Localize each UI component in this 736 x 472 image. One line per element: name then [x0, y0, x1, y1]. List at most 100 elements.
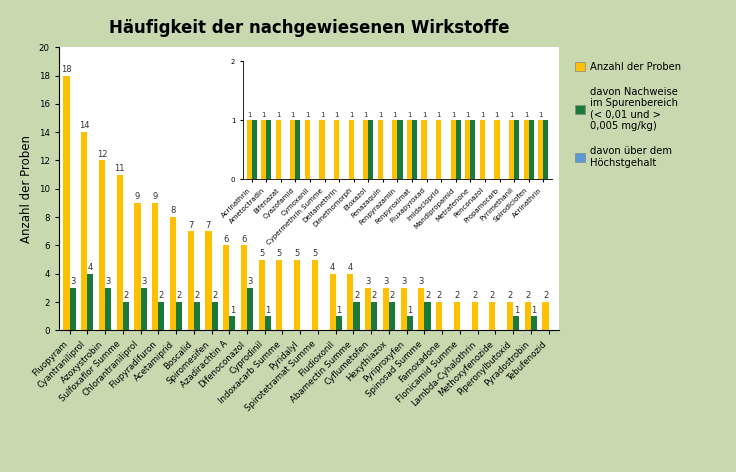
Text: 14: 14	[79, 121, 89, 130]
Text: 1: 1	[422, 112, 426, 118]
Bar	[229, 316, 236, 330]
Text: 1: 1	[407, 112, 411, 118]
Bar	[241, 245, 247, 330]
Bar	[436, 120, 441, 179]
Text: 2: 2	[372, 291, 377, 300]
Text: 2: 2	[425, 291, 431, 300]
Text: 2: 2	[526, 291, 531, 300]
Bar	[507, 302, 513, 330]
Bar	[211, 302, 218, 330]
Bar	[531, 316, 537, 330]
Bar	[88, 274, 93, 330]
Text: 1: 1	[539, 112, 543, 118]
Bar	[305, 120, 310, 179]
Bar	[63, 76, 69, 330]
Bar	[368, 120, 373, 179]
Text: 1: 1	[305, 112, 310, 118]
Text: 1: 1	[291, 112, 295, 118]
Bar	[407, 120, 412, 179]
Bar	[265, 316, 271, 330]
Bar	[363, 120, 368, 179]
Bar	[543, 120, 548, 179]
Bar	[480, 120, 485, 179]
Bar	[397, 120, 403, 179]
Bar	[116, 175, 123, 330]
Text: 9: 9	[135, 192, 140, 201]
Bar	[99, 160, 105, 330]
Bar	[450, 120, 456, 179]
Text: 12: 12	[96, 150, 107, 159]
Text: 4: 4	[88, 263, 93, 272]
Bar	[276, 120, 281, 179]
Bar	[472, 302, 478, 330]
Bar	[422, 120, 427, 179]
Bar	[418, 288, 425, 330]
Text: 1: 1	[247, 112, 251, 118]
Text: 1: 1	[261, 112, 266, 118]
Text: 9: 9	[152, 192, 158, 201]
Text: 1: 1	[334, 112, 339, 118]
Text: 3: 3	[105, 277, 111, 286]
Text: 6: 6	[241, 235, 247, 244]
Bar	[247, 288, 253, 330]
Text: 3: 3	[247, 277, 252, 286]
Bar	[294, 260, 300, 330]
Text: 1: 1	[265, 305, 271, 314]
Bar	[495, 120, 500, 179]
Text: 2: 2	[454, 291, 459, 300]
Bar	[371, 302, 378, 330]
Text: 1: 1	[495, 112, 499, 118]
Text: 3: 3	[401, 277, 406, 286]
Text: 2: 2	[508, 291, 513, 300]
Text: 7: 7	[188, 220, 194, 229]
Text: 1: 1	[531, 305, 537, 314]
Text: 3: 3	[141, 277, 146, 286]
Bar	[105, 288, 111, 330]
Text: 8: 8	[170, 206, 176, 215]
Bar	[525, 302, 531, 330]
Bar	[336, 316, 342, 330]
Text: 1: 1	[276, 112, 280, 118]
Text: 2: 2	[159, 291, 164, 300]
Text: 5: 5	[294, 249, 300, 258]
Text: 11: 11	[114, 164, 125, 173]
Legend: Anzahl der Proben, davon Nachweise
im Spurenbereich
(< 0,01 und >
0,005 mg/kg), : Anzahl der Proben, davon Nachweise im Sp…	[576, 62, 682, 168]
Text: 1: 1	[336, 305, 342, 314]
Text: 1: 1	[349, 112, 353, 118]
Text: 3: 3	[70, 277, 75, 286]
Bar	[378, 120, 383, 179]
Bar	[436, 302, 442, 330]
Bar	[330, 274, 336, 330]
Bar	[258, 260, 265, 330]
Bar	[334, 120, 339, 179]
Text: 2: 2	[436, 291, 442, 300]
Text: 1: 1	[466, 112, 470, 118]
Text: 2: 2	[177, 291, 182, 300]
Bar	[489, 302, 495, 330]
Bar	[266, 120, 272, 179]
Bar	[509, 120, 514, 179]
Text: 5: 5	[312, 249, 317, 258]
Bar	[252, 120, 257, 179]
Bar	[349, 120, 354, 179]
Bar	[523, 120, 528, 179]
Text: 3: 3	[366, 277, 371, 286]
Bar	[247, 120, 252, 179]
Text: 1: 1	[407, 305, 412, 314]
Text: 5: 5	[259, 249, 264, 258]
Bar	[392, 120, 397, 179]
Text: 1: 1	[524, 112, 528, 118]
Bar	[176, 302, 183, 330]
Y-axis label: Anzahl der Proben: Anzahl der Proben	[21, 135, 33, 243]
Text: 18: 18	[61, 65, 71, 74]
Text: 2: 2	[472, 291, 477, 300]
Bar	[69, 288, 76, 330]
Bar	[347, 274, 353, 330]
Bar	[312, 260, 318, 330]
Bar	[389, 302, 395, 330]
Text: 1: 1	[392, 112, 397, 118]
Bar	[152, 203, 158, 330]
Text: 2: 2	[123, 291, 129, 300]
Text: 4: 4	[347, 263, 353, 272]
Bar	[412, 120, 417, 179]
